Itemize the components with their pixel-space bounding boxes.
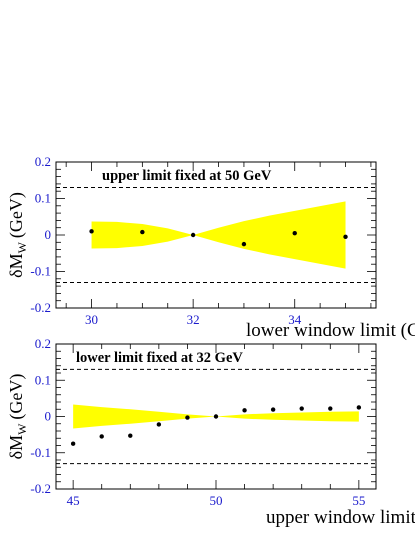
x-tick-label: 45 (67, 493, 80, 508)
x-axis-label: upper window limit (GeV) (266, 507, 415, 528)
x-axis-label: lower window limit (GeV) (246, 320, 415, 341)
data-point (99, 434, 104, 439)
x-tick-label: 34 (288, 312, 302, 327)
data-point (213, 414, 219, 419)
data-point (140, 229, 145, 235)
y-axis-label-unit: (GeV) (6, 192, 27, 238)
y-tick-label: 0.1 (35, 372, 51, 387)
y-axis-label: δMW (GeV) (6, 374, 29, 460)
x-tick-label: 32 (187, 312, 200, 327)
data-point (241, 241, 247, 247)
y-tick-label: -0.1 (30, 445, 51, 460)
y-tick-label: -0.2 (30, 481, 51, 496)
data-point (242, 408, 247, 413)
y-tick-label: -0.2 (30, 300, 51, 315)
chart-panel-1: -0.2 -0.1 0 0.1 0.2 30 32 34 upper limit fixed a… (6, 154, 415, 341)
data-point (299, 406, 304, 411)
data-point (70, 441, 76, 446)
y-tick-label: 0.2 (35, 154, 51, 169)
y-tick-label: 0 (45, 227, 52, 242)
x-tick-label: 50 (210, 493, 223, 508)
data-point (328, 406, 333, 411)
y-tick-label: 0.1 (35, 191, 51, 206)
data-point (270, 407, 276, 412)
data-point (89, 229, 94, 234)
data-point (128, 433, 133, 438)
data-point (156, 422, 162, 427)
y-tick-label: 0 (45, 409, 52, 424)
uncertainty-band (91, 201, 346, 269)
chart-panel-2: -0.2 -0.1 0 0.1 0.2 45 50 55 lower limit fixed a… (6, 336, 415, 528)
data-point (190, 232, 196, 238)
y-axis-label-main: δM (6, 435, 26, 460)
y-axis-label-sub: W (15, 423, 29, 435)
data-point (292, 230, 297, 236)
data-point (185, 415, 190, 420)
y-tick-label: -0.1 (30, 264, 51, 279)
x-tick-label: 55 (352, 493, 365, 508)
y-axis-label-sub: W (15, 241, 29, 253)
y-axis-label-unit: (GeV) (6, 374, 27, 420)
data-point (343, 234, 348, 240)
panel-annotation: upper limit fixed at 50 GeV (102, 168, 272, 184)
panel-annotation: lower limit fixed at 32 GeV (76, 350, 243, 366)
y-tick-label: 0.2 (35, 336, 51, 351)
data-point (356, 405, 362, 410)
y-axis-label: δMW (GeV) (6, 192, 29, 278)
x-tick-label: 30 (85, 312, 98, 327)
y-axis-label-main: δM (6, 253, 26, 278)
